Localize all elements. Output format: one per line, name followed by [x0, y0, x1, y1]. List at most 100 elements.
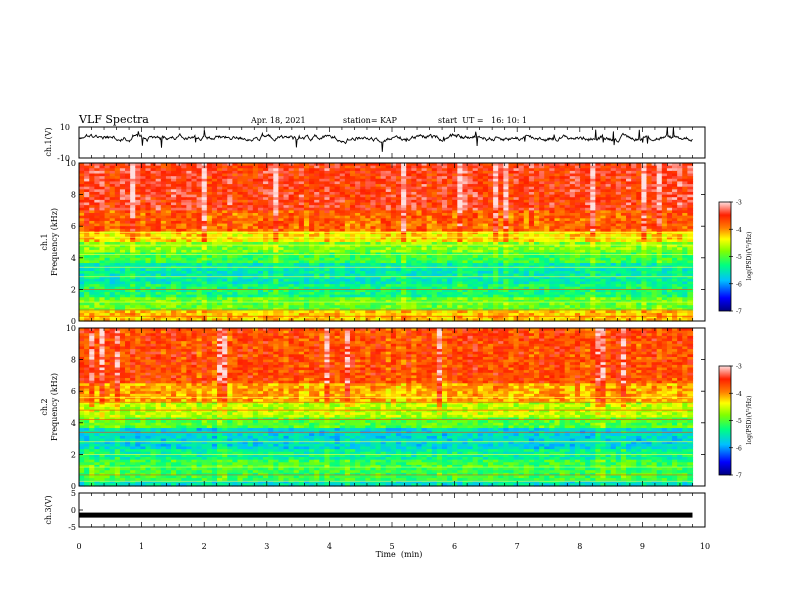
spectrogram-cell: [493, 197, 499, 201]
spectrogram-cell: [416, 184, 423, 188]
spectrogram-cell: [411, 199, 418, 204]
spectrogram-cell: [114, 170, 121, 175]
spectrogram-cell: [610, 163, 617, 167]
spectrogram-cell: [186, 189, 193, 193]
spectrogram-cell: [631, 181, 637, 185]
spectrogram-cell: [339, 173, 346, 177]
spectrogram-cell: [564, 176, 571, 180]
spectrogram-cell: [493, 173, 499, 177]
spectrogram-cell: [176, 191, 182, 196]
spectrogram-cell: [436, 163, 443, 167]
spectrogram-cell: [421, 181, 428, 185]
spectrogram-cell: [232, 184, 239, 188]
spectrogram-cell: [395, 173, 402, 177]
spectrogram-cell: [247, 191, 254, 196]
spectrogram-cell: [677, 178, 683, 183]
spectrogram-cell: [682, 202, 688, 206]
spectrogram-cell: [523, 168, 530, 172]
spectrogram-cell: [130, 194, 136, 198]
spectrogram-cell: [477, 181, 484, 185]
spectrogram-cell: [620, 194, 627, 198]
spectrogram-cell: [380, 191, 387, 196]
spectrogram-cell: [181, 173, 187, 177]
spectrogram-cell: [273, 173, 279, 177]
spectrogram-cell: [585, 170, 591, 175]
figure-title: VLF Spectra: [78, 113, 149, 126]
spectrogram-cell: [646, 191, 653, 196]
spectrogram-cell: [237, 194, 244, 198]
spectrogram-cell: [293, 181, 300, 185]
spectrogram-cell: [344, 186, 351, 190]
spectrogram-cell: [79, 184, 85, 188]
spectrogram-cell: [666, 202, 673, 206]
spectrogram-cell: [206, 197, 213, 201]
spectrogram-cell: [160, 191, 167, 196]
spectrogram-cell: [513, 186, 520, 190]
spectrogram-cell: [263, 184, 269, 188]
spectrogram-cell: [257, 189, 264, 193]
spectrogram-cell: [309, 199, 315, 204]
spectrogram-cell: [620, 184, 627, 188]
spectrogram-cell: [181, 202, 187, 206]
spectrogram-cell: [79, 189, 85, 193]
spectrogram-cell: [160, 165, 167, 169]
spectrogram-cell: [513, 194, 520, 198]
spectrogram-cell: [273, 165, 279, 169]
spectrogram-cell: [513, 178, 520, 183]
spectrogram-cell: [498, 189, 504, 193]
spectrogram-cell: [206, 191, 213, 196]
spectrogram-cell: [252, 178, 259, 183]
spectrogram-cell: [181, 181, 187, 185]
spectrogram-cell: [605, 163, 612, 167]
spectrogram-cell: [99, 202, 106, 206]
spectrogram-cell: [211, 194, 218, 198]
spectrogram-cell: [125, 205, 131, 209]
spectrogram-cell: [416, 181, 423, 185]
spectrogram-cell: [503, 181, 510, 185]
spectrogram-cell: [687, 191, 694, 196]
spectrogram-cell: [370, 197, 377, 201]
spectrogram-cell: [620, 176, 627, 180]
spectrogram-cell: [406, 199, 412, 204]
spectrogram-cell: [646, 197, 653, 201]
spectrogram-cell: [534, 191, 540, 196]
spectrogram-cell: [426, 181, 433, 185]
spectrogram-cell: [390, 163, 397, 167]
spectrogram-cell: [641, 191, 648, 196]
spectrogram-cell: [518, 173, 525, 177]
spectrogram-cell: [401, 181, 407, 185]
spectrogram-cell: [569, 178, 576, 183]
spectrogram-cell: [140, 194, 147, 198]
spectrogram-cell: [288, 194, 295, 198]
spectrogram-cell: [109, 202, 116, 206]
spectrogram-cell: [191, 170, 198, 175]
spectrogram-cell: [600, 191, 607, 196]
spectrogram-cell: [293, 165, 300, 169]
spectrogram-cell: [564, 184, 571, 188]
spectrogram-cell: [493, 165, 499, 169]
spectrogram-cell: [626, 178, 632, 183]
spectrogram-cell: [375, 176, 382, 180]
spectrogram-cell: [329, 168, 336, 172]
spectrogram-cell: [508, 176, 515, 180]
spectrogram-cell: [206, 194, 213, 198]
spectrogram-cell: [457, 184, 464, 188]
spectrogram-cell: [508, 181, 515, 185]
spectrogram-cell: [641, 189, 648, 193]
spectrogram-cell: [211, 191, 218, 196]
spectrogram-cell: [636, 184, 642, 188]
spectrogram-cell: [559, 191, 566, 196]
spectrogram-cell: [155, 202, 162, 206]
spectrogram-cell: [227, 168, 233, 172]
spectrogram-cell: [580, 170, 586, 175]
spectrogram-cell: [314, 168, 320, 172]
spectrogram-cell: [380, 194, 387, 198]
spectrogram-cell: [487, 191, 494, 196]
spectrogram-cell: [467, 191, 474, 196]
spectrogram-cell: [421, 163, 428, 167]
spectrogram-cell: [472, 197, 479, 201]
spectrogram-cell: [677, 168, 683, 172]
spectrogram-cell: [406, 173, 412, 177]
spectrogram-cell: [431, 170, 438, 175]
spectrogram-cell: [222, 191, 228, 196]
